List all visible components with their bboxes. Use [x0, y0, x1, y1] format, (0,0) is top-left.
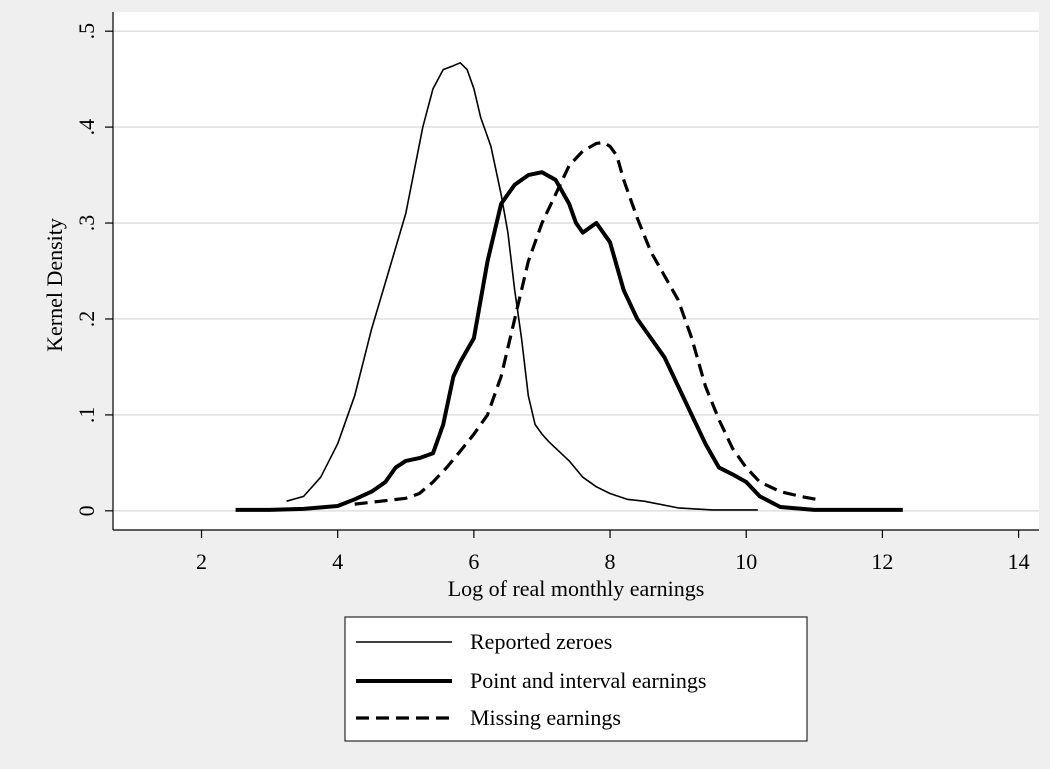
x-tick-label: 14 — [1008, 549, 1030, 574]
legend-label-reported-zeroes: Reported zeroes — [470, 629, 612, 654]
y-tick-label: .4 — [74, 119, 99, 136]
y-tick-label: .3 — [74, 215, 99, 232]
x-tick-label: 2 — [196, 549, 207, 574]
series-line-missing — [354, 140, 822, 506]
x-tick-label: 6 — [468, 549, 479, 574]
y-tick-label: 0 — [74, 505, 99, 516]
axis-ticks: 0 .1 .2 .3 .4 .5 2 4 6 8 10 12 14 — [74, 23, 1030, 574]
y-tick-label: .1 — [74, 407, 99, 424]
series-line-reported-zeroes — [286, 61, 758, 511]
x-tick-label: 10 — [735, 549, 757, 574]
legend-label-missing: Missing earnings — [470, 705, 621, 730]
y-tick-label: .2 — [74, 311, 99, 328]
x-tick-label: 4 — [332, 549, 343, 574]
x-axis-title: Log of real monthly earnings — [448, 576, 705, 601]
x-tick-label: 8 — [605, 549, 616, 574]
y-axis-title: Kernel Density — [42, 218, 67, 352]
y-tick-label: .5 — [74, 23, 99, 40]
legend: Reported zeroes Point and interval earni… — [344, 616, 808, 742]
series-lines — [235, 61, 903, 512]
plot-area — [113, 12, 1039, 530]
x-tick-label: 12 — [871, 549, 893, 574]
legend-label-point-interval: Point and interval earnings — [470, 668, 706, 693]
series-line-point-interval — [235, 170, 903, 512]
